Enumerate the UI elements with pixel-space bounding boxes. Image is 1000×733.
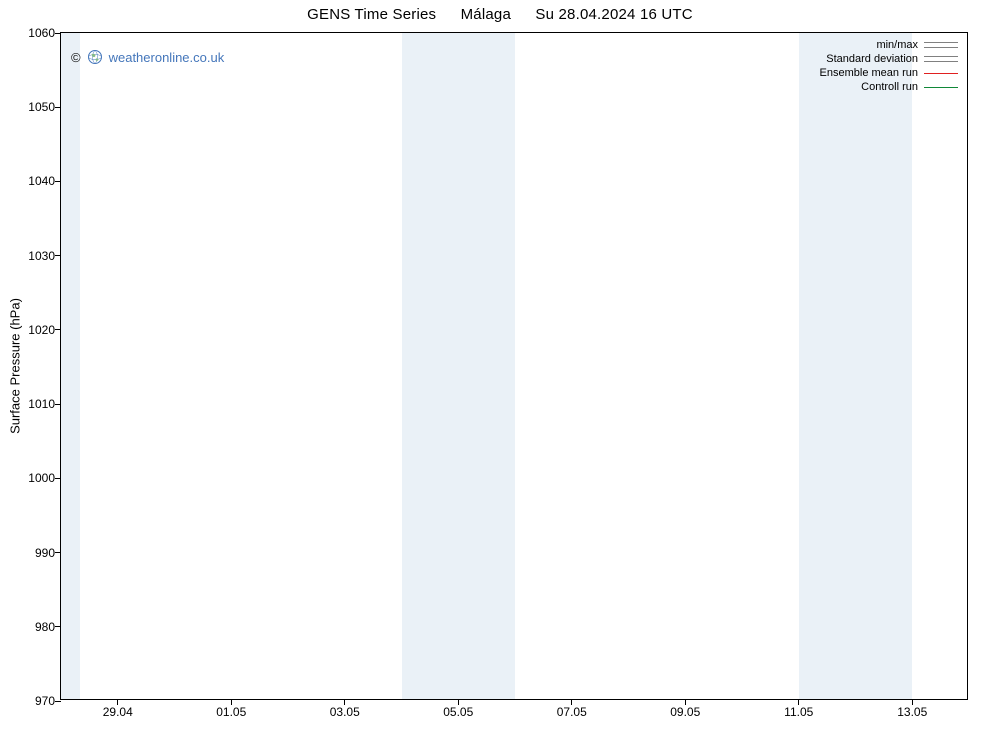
legend-item: Standard deviation xyxy=(820,52,958,66)
title-right: Su 28.04.2024 16 UTC xyxy=(535,6,692,23)
legend-label: Controll run xyxy=(861,80,918,94)
x-tick-label: 01.05 xyxy=(216,699,246,719)
x-tick-label: 07.05 xyxy=(557,699,587,719)
y-tick-label: 1050 xyxy=(28,100,61,114)
legend-item: Controll run xyxy=(820,80,958,94)
legend-item: Ensemble mean run xyxy=(820,66,958,80)
copyright-symbol: © xyxy=(71,50,81,65)
weekend-band xyxy=(402,33,459,699)
weekend-band xyxy=(458,33,515,699)
watermark: © weatheronline.co.uk xyxy=(71,49,224,65)
y-tick-label: 1000 xyxy=(28,471,61,485)
weekend-band xyxy=(799,33,856,699)
y-tick-label: 990 xyxy=(35,546,61,560)
watermark-text: weatheronline.co.uk xyxy=(109,50,225,65)
x-tick-label: 09.05 xyxy=(670,699,700,719)
x-tick-label: 13.05 xyxy=(897,699,927,719)
y-axis-title: Surface Pressure (hPa) xyxy=(8,298,23,434)
legend-label: min/max xyxy=(876,38,918,52)
legend-swatch xyxy=(924,73,958,74)
y-tick-label: 970 xyxy=(35,694,61,708)
y-tick-label: 1040 xyxy=(28,174,61,188)
y-tick-label: 1020 xyxy=(28,323,61,337)
y-tick-label: 980 xyxy=(35,620,61,634)
chart-canvas: GENS Time Series Málaga Su 28.04.2024 16… xyxy=(0,0,1000,733)
y-tick-label: 1060 xyxy=(28,26,61,40)
legend-item: min/max xyxy=(820,38,958,52)
globe-icon xyxy=(87,49,103,65)
x-tick-label: 11.05 xyxy=(784,699,813,719)
title-left: GENS Time Series xyxy=(307,6,436,23)
weekend-band xyxy=(80,33,137,699)
legend-label: Ensemble mean run xyxy=(820,66,918,80)
legend-label: Standard deviation xyxy=(826,52,918,66)
y-tick-label: 1010 xyxy=(28,397,61,411)
y-tick-label: 1030 xyxy=(28,249,61,263)
plot-area: 9709809901000101010201030104010501060 29… xyxy=(60,32,968,700)
legend: min/maxStandard deviationEnsemble mean r… xyxy=(820,38,958,94)
legend-swatch xyxy=(924,56,958,62)
x-tick-label: 05.05 xyxy=(443,699,473,719)
x-tick-label: 29.04 xyxy=(103,699,133,719)
title-center: Málaga xyxy=(461,6,511,23)
weekend-band xyxy=(856,33,913,699)
legend-swatch xyxy=(924,42,958,48)
chart-title: GENS Time Series Málaga Su 28.04.2024 16… xyxy=(0,6,1000,23)
weekend-band xyxy=(61,33,80,699)
legend-swatch xyxy=(924,87,958,88)
x-tick-label: 03.05 xyxy=(330,699,360,719)
